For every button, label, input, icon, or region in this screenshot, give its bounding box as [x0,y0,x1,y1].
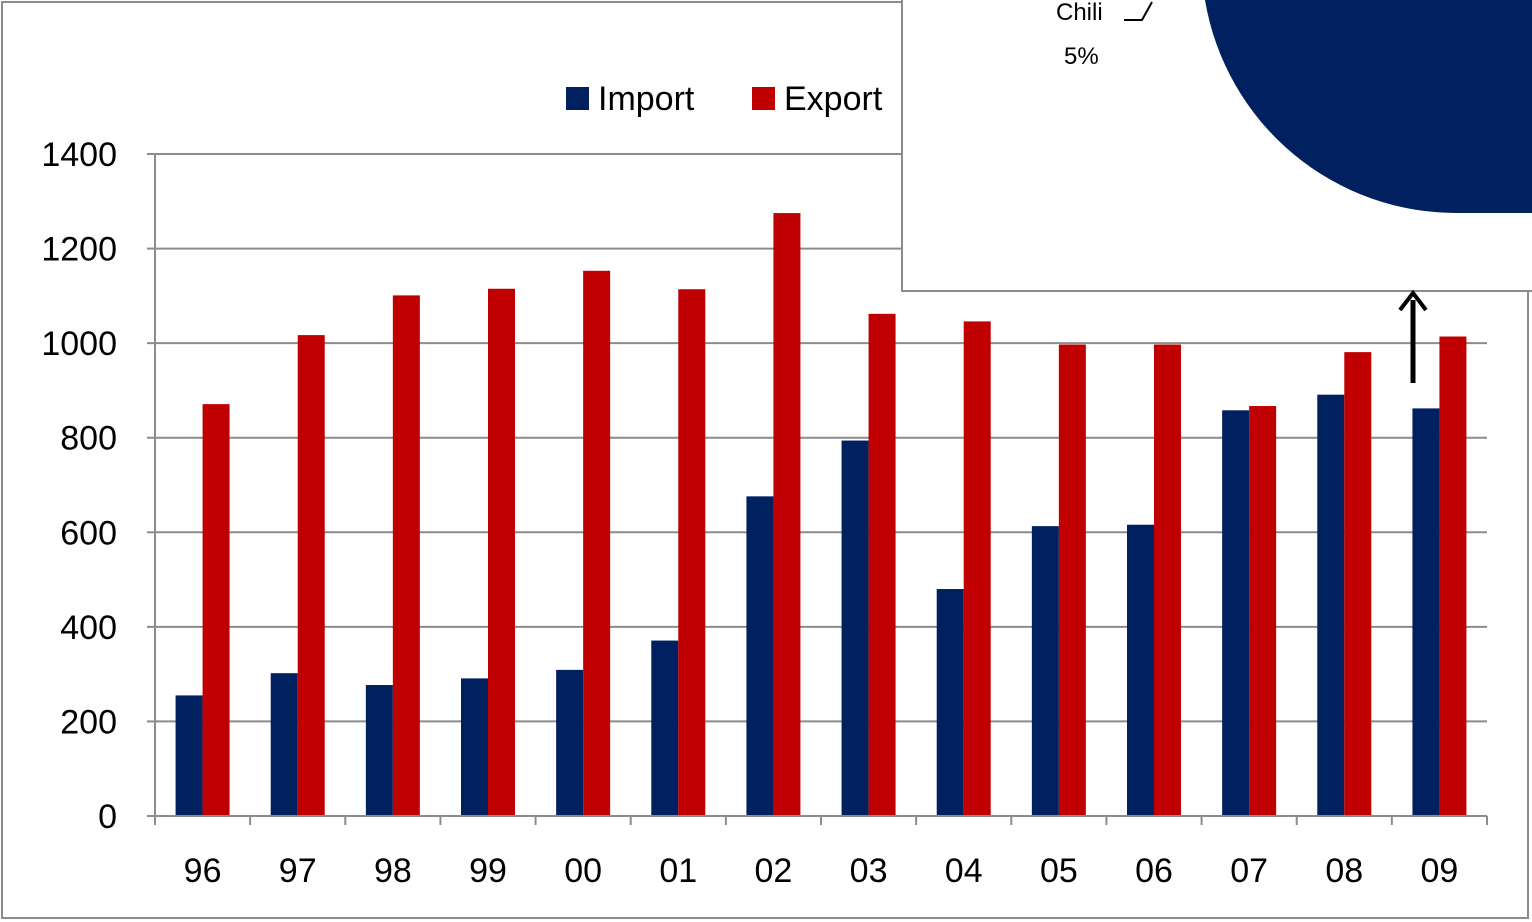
y-tick-label: 400 [60,609,117,647]
bar-import-96 [175,695,203,816]
bar-export-03 [868,313,896,816]
bar-import-99 [461,678,488,816]
y-tick-label: 1200 [41,231,117,269]
bar-export-02 [773,213,801,816]
bar-export-08 [1344,352,1372,816]
axes [147,153,1488,825]
bar-export-00 [583,270,611,816]
x-tick-label: 04 [945,852,983,890]
legend-swatch-export [752,87,775,110]
legend: Import Export [566,80,883,118]
bar-import-05 [1031,526,1059,816]
bar-export-96 [202,404,230,816]
y-tick-label: 1400 [41,136,117,174]
pie-slice-value: 5% [1064,43,1099,70]
legend-label-import: Import [598,80,695,118]
bar-export-06 [1154,344,1181,816]
legend-label-export: Export [784,80,883,118]
x-tick-label: 96 [184,852,222,890]
bars [175,213,1467,816]
pie-slice [1205,0,1532,214]
bar-import-03 [841,440,869,816]
bar-import-97 [270,673,298,816]
y-tick-label: 800 [60,420,117,458]
x-tick-label: 09 [1421,852,1459,890]
x-tick-label: 97 [279,852,317,890]
bar-export-04 [963,321,991,816]
bar-import-06 [1127,524,1154,816]
bar-export-07 [1249,406,1277,816]
y-tick-label: 200 [60,703,117,741]
bar-import-00 [556,669,584,816]
bar-export-01 [678,289,706,816]
y-tick-label: 1000 [41,325,117,363]
pie-slice-label: Chili [1056,0,1103,26]
bar-import-09 [1412,408,1440,816]
bar-import-02 [746,496,774,816]
y-tick-label: 600 [60,514,117,552]
bar-import-07 [1222,410,1250,816]
pie-inset: Chili 5% [901,0,1532,292]
bar-export-99 [488,288,515,816]
bar-import-01 [651,640,679,816]
y-tick-label: 0 [98,798,117,836]
x-tick-labels: 96 97 98 99 00 01 02 03 04 05 06 07 08 09 [184,852,1459,890]
bar-export-05 [1058,344,1086,816]
x-tick-label: 03 [850,852,888,890]
up-arrow-icon [1398,289,1428,383]
x-tick-label: 99 [469,852,507,890]
x-tick-label: 98 [374,852,412,890]
bar-export-09 [1439,336,1467,816]
x-tick-label: 07 [1230,852,1268,890]
bar-import-04 [936,589,964,816]
bar-import-98 [365,685,393,816]
x-tick-label: 06 [1135,852,1173,890]
legend-swatch-import [566,87,589,110]
x-tick-label: 05 [1040,852,1078,890]
x-tick-label: 08 [1325,852,1363,890]
pie-leader-line [1124,1,1153,21]
x-tick-label: 00 [564,852,602,890]
y-tick-labels: 0 200 400 600 800 1000 1200 1400 [41,136,117,836]
bar-export-97 [297,335,325,816]
bar-import-08 [1317,394,1345,816]
x-tick-label: 01 [659,852,697,890]
x-tick-label: 02 [755,852,793,890]
bar-export-98 [392,295,420,816]
